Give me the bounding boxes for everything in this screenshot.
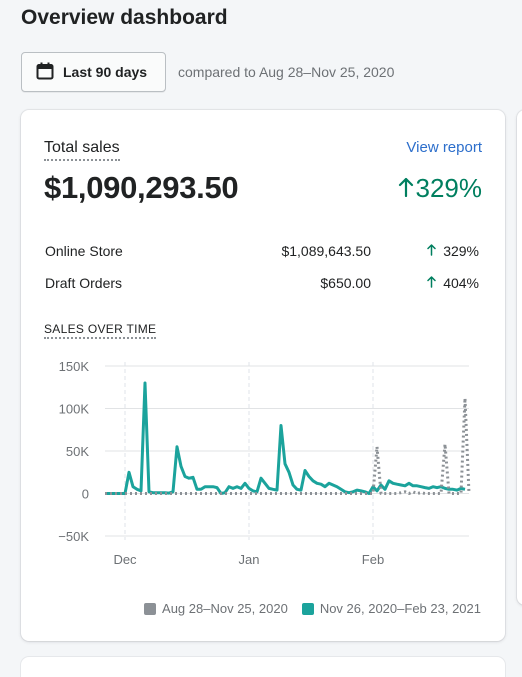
channel-change-value: 404% xyxy=(443,275,479,291)
adjacent-card xyxy=(517,110,522,605)
compare-period-text: compared to Aug 28–Nov 25, 2020 xyxy=(178,64,395,80)
channel-name: Online Store xyxy=(45,243,123,259)
channel-amount: $1,089,643.50 xyxy=(281,243,371,259)
y-tick-label: 0 xyxy=(82,487,89,502)
x-tick-label: Dec xyxy=(113,552,137,567)
y-tick-label: 150K xyxy=(59,359,90,374)
x-tick-label: Feb xyxy=(362,552,384,567)
date-range-button[interactable]: Last 90 days xyxy=(21,52,166,92)
channel-name: Draft Orders xyxy=(45,275,123,291)
total-sales-value: $1,090,293.50 xyxy=(44,170,239,205)
arrow-up-icon xyxy=(427,275,436,291)
legend-swatch xyxy=(301,602,314,615)
channel-change: 404% xyxy=(427,275,479,291)
arrow-up-icon xyxy=(427,243,436,259)
total-change-value: 329% xyxy=(415,173,483,203)
y-tick-label: 50K xyxy=(66,444,89,459)
view-report-link[interactable]: View report xyxy=(406,139,482,156)
legend-item-current[interactable]: Nov 26, 2020–Feb 23, 2021 xyxy=(301,601,481,616)
arrow-up-icon xyxy=(398,173,414,204)
total-sales-change: 329% xyxy=(398,173,483,204)
legend-label: Nov 26, 2020–Feb 23, 2021 xyxy=(319,601,481,616)
next-card xyxy=(21,657,505,677)
channel-change-value: 329% xyxy=(443,243,479,259)
y-tick-label: 100K xyxy=(59,402,90,417)
channel-amount: $650.00 xyxy=(320,275,371,291)
channel-change: 329% xyxy=(427,243,479,259)
chart-title[interactable]: SALES OVER TIME xyxy=(44,322,157,339)
total-sales-card: Total sales View report $1,090,293.50 32… xyxy=(21,110,505,641)
series-line-current xyxy=(105,381,466,495)
breakdown-row-online-store: Online Store $1,089,643.50 329% xyxy=(45,243,479,263)
page-title: Overview dashboard xyxy=(21,6,228,29)
x-tick-label: Jan xyxy=(239,552,260,567)
series-line-previous xyxy=(105,396,471,495)
card-title[interactable]: Total sales xyxy=(44,138,120,161)
sales-over-time-chart[interactable]: 150K 100K 50K 0 −50K Dec Jan Feb xyxy=(21,350,505,590)
legend-swatch xyxy=(144,602,157,615)
chart-legend: Aug 28–Nov 25, 2020 Nov 26, 2020–Feb 23,… xyxy=(144,601,481,616)
y-tick-label: −50K xyxy=(58,529,89,544)
breakdown-row-draft-orders: Draft Orders $650.00 404% xyxy=(45,275,479,295)
legend-label: Aug 28–Nov 25, 2020 xyxy=(162,601,288,616)
date-range-label: Last 90 days xyxy=(63,64,148,80)
legend-item-previous[interactable]: Aug 28–Nov 25, 2020 xyxy=(144,601,288,616)
calendar-icon xyxy=(36,62,54,83)
